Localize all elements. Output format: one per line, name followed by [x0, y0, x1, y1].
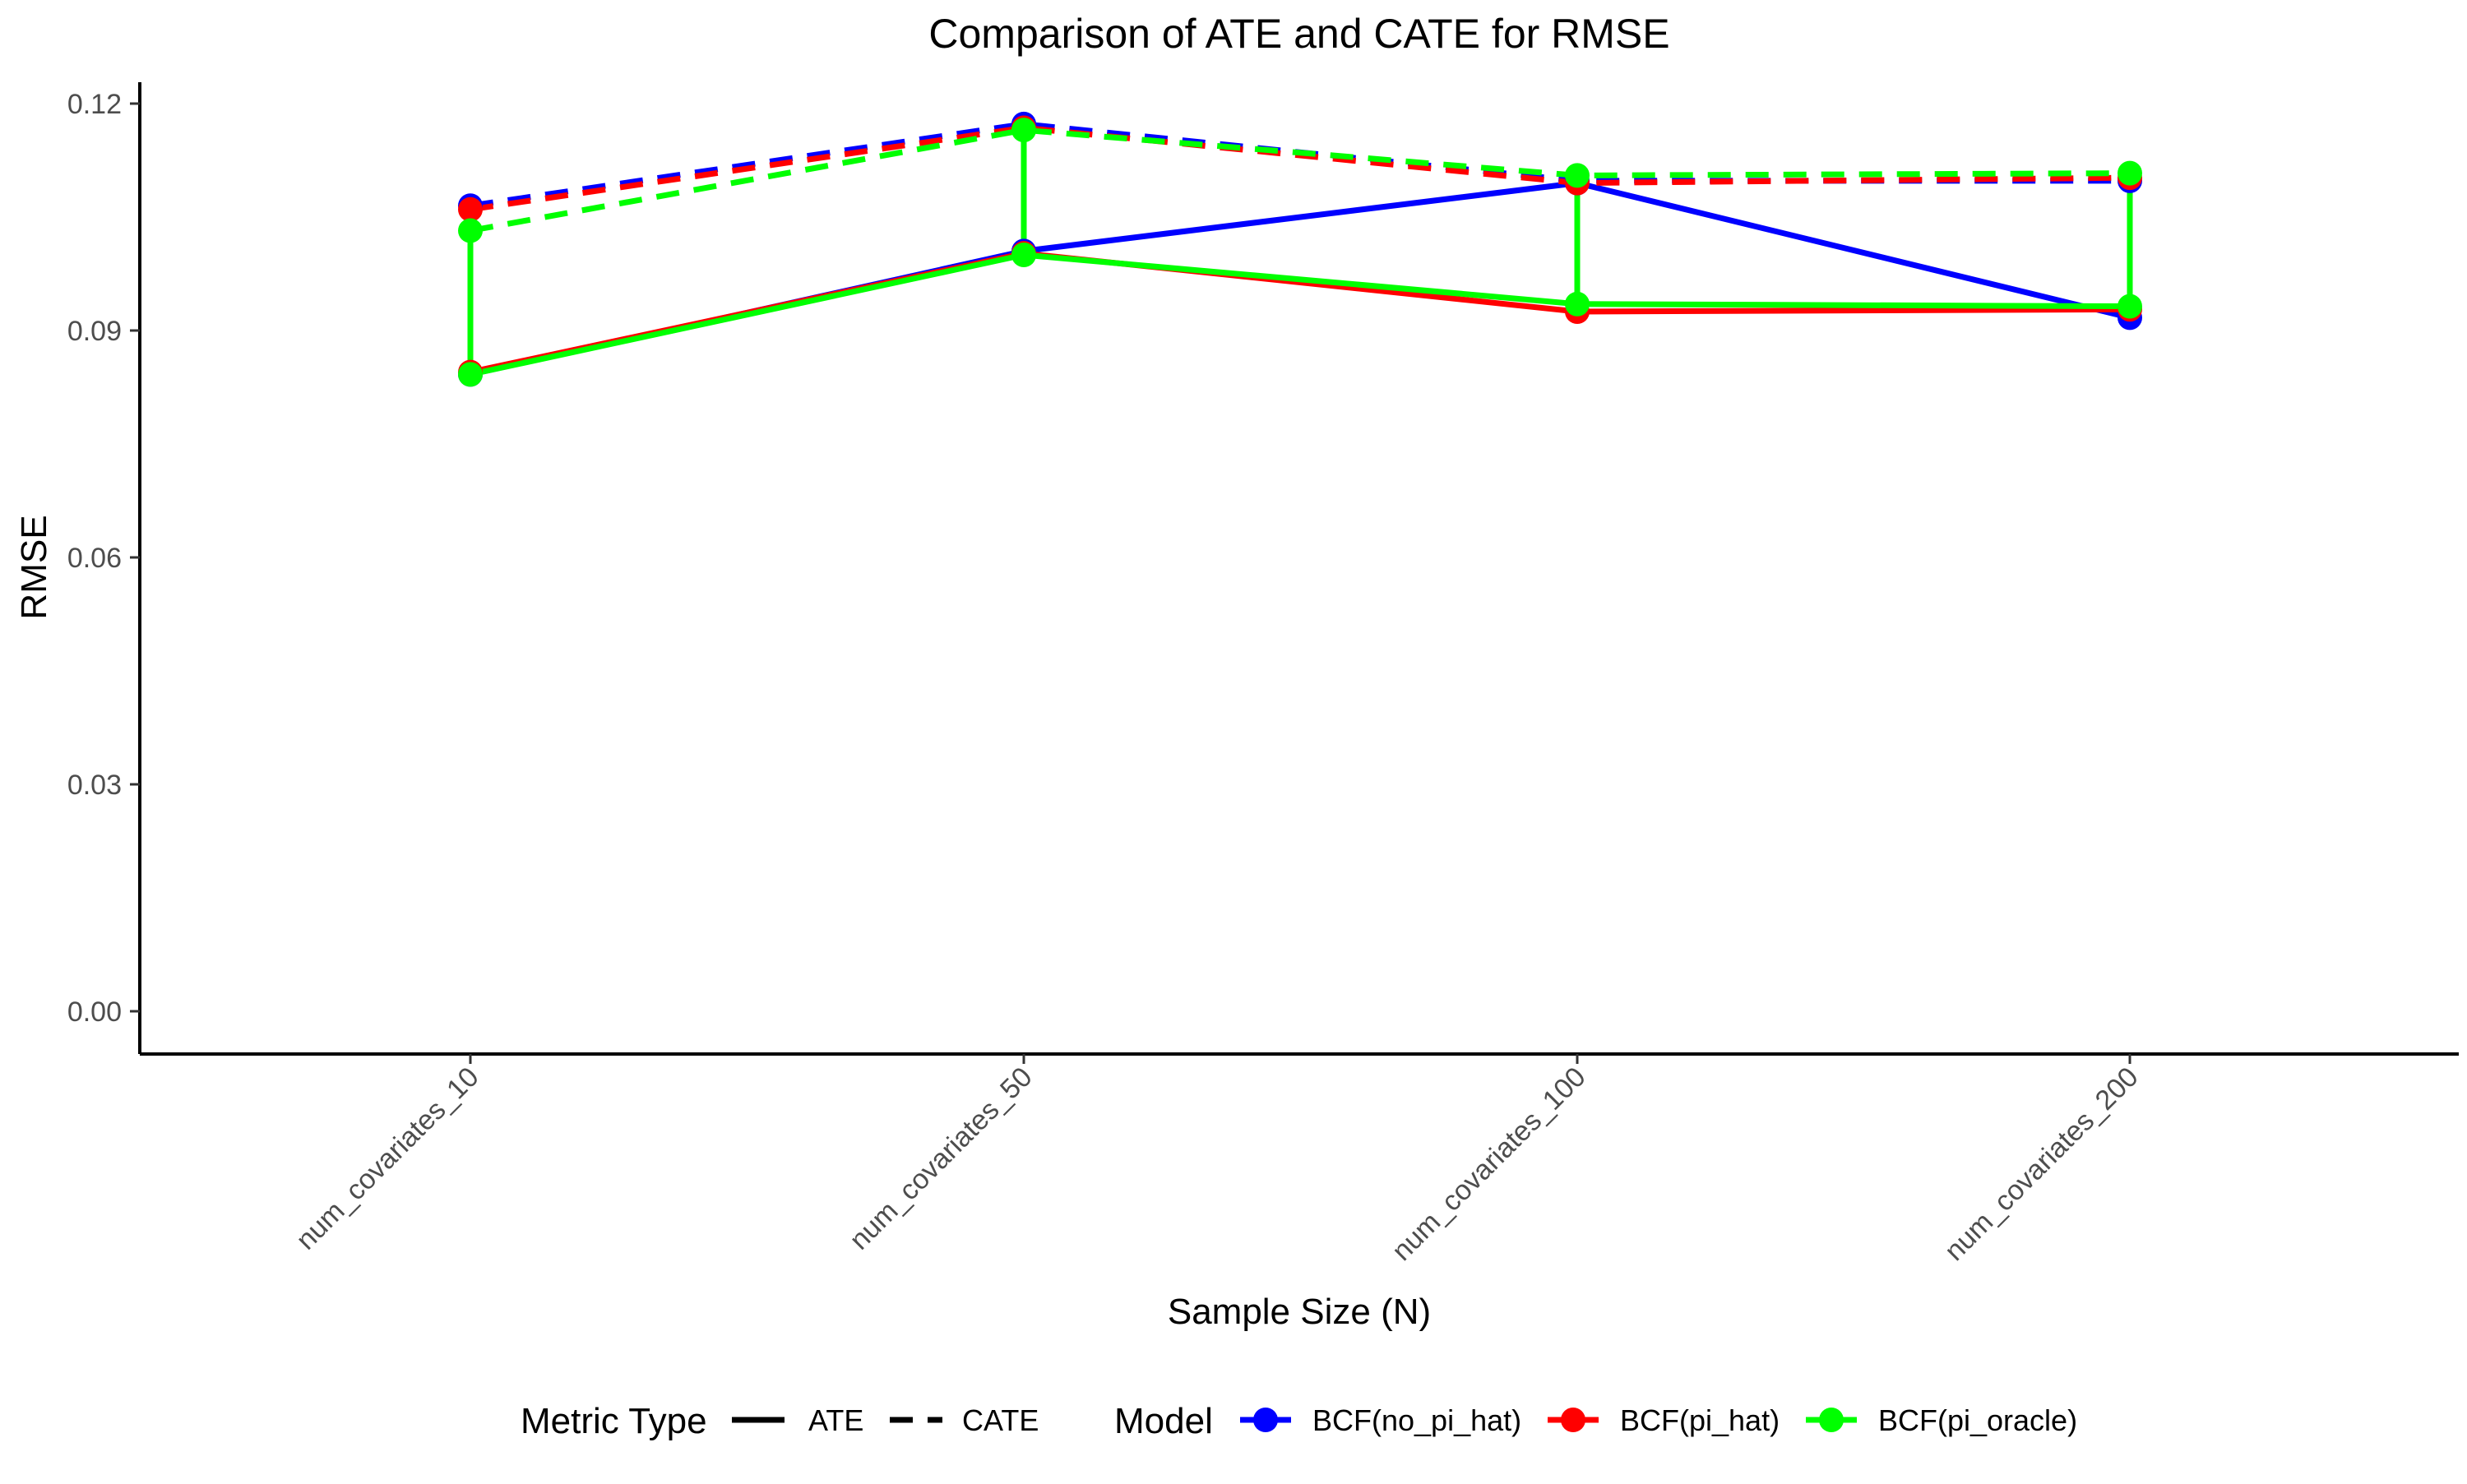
- x-axis-label: Sample Size (N): [1168, 1292, 1431, 1332]
- x-tick-label: num_covariates_10: [290, 1061, 485, 1256]
- y-tick-label: 0.06: [67, 543, 122, 574]
- legend-model-title: Model: [1114, 1401, 1213, 1441]
- y-tick-label: 0.03: [67, 770, 122, 801]
- x-tick-label: num_covariates_100: [1386, 1061, 1592, 1267]
- series-line-bcf-no-pi-hat-cate: [470, 121, 2130, 209]
- plot-area: [458, 111, 2142, 387]
- legend-metric-title: Metric Type: [521, 1401, 707, 1441]
- legend-label-model: BCF(pi_oracle): [1878, 1403, 2077, 1437]
- series-line-bcf-pi-hat-ate: [470, 250, 2131, 376]
- legend: Metric Type ATE CATE Model BCF(no_pi_hat) BCF…: [521, 1401, 2077, 1441]
- series-line-bcf-pi-oracle-cate: [470, 127, 2131, 234]
- data-point: [1011, 243, 1036, 267]
- data-point: [2118, 160, 2142, 186]
- data-point: [1565, 163, 1590, 188]
- y-tick-label: 0.00: [67, 996, 122, 1028]
- data-point: [1565, 291, 1590, 317]
- data-point: [1011, 118, 1036, 143]
- legend-key-model-dot: [1819, 1408, 1844, 1432]
- series-line-bcf-pi-hat-cate: [470, 124, 2131, 213]
- y-tick-label: 0.09: [67, 316, 122, 347]
- legend-label-cate: CATE: [962, 1403, 1039, 1437]
- legend-label-ate: ATE: [808, 1403, 863, 1437]
- data-point: [2118, 294, 2142, 319]
- chart-title: Comparison of ATE and CATE for RMSE: [928, 11, 1669, 57]
- y-tick-label: 0.12: [67, 89, 122, 120]
- data-point: [458, 196, 483, 222]
- series-line-bcf-pi-oracle-ate: [470, 252, 2131, 377]
- y-axis-label: RMSE: [14, 515, 54, 619]
- x-tick-label: num_covariates_200: [1939, 1061, 2145, 1267]
- axes: 0.00 0.03 0.06 0.09 0.12 num_covariates_10 num…: [67, 82, 2459, 1267]
- legend-key-model-dot: [1561, 1408, 1585, 1432]
- legend-label-model: BCF(no_pi_hat): [1312, 1403, 1521, 1437]
- x-tick-label: num_covariates_50: [844, 1061, 1039, 1256]
- legend-label-model: BCF(pi_hat): [1620, 1403, 1780, 1437]
- data-point: [458, 218, 483, 243]
- legend-key-model-dot: [1253, 1408, 1278, 1432]
- data-point: [458, 362, 483, 387]
